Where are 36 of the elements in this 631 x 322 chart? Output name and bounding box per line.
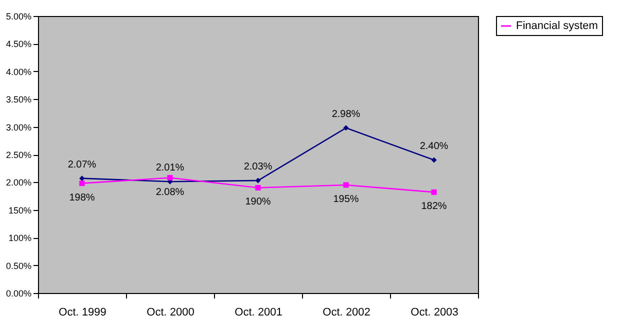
- data-label: 190%: [245, 196, 271, 208]
- y-tick-label: 3.50%: [6, 94, 32, 105]
- point: [79, 180, 85, 186]
- legend-label: Financial system: [516, 20, 598, 32]
- x-tick-label: Oct. 2000: [146, 306, 194, 318]
- data-label: 198%: [69, 192, 95, 204]
- y-tick-label: 3.00%: [6, 122, 32, 132]
- point: [431, 189, 437, 195]
- data-label: 2.40%: [420, 141, 448, 152]
- point: [255, 178, 261, 184]
- data-label: 195%: [333, 194, 359, 205]
- y-tick-label: 100%: [8, 233, 32, 244]
- point: [255, 185, 261, 190]
- y-tick-label: 0.00%: [6, 288, 32, 298]
- y-tick-label: 4.50%: [6, 39, 32, 50]
- data-label: 2.03%: [244, 162, 272, 173]
- x-tick-label: Oct. 1999: [58, 306, 106, 318]
- y-tick-label: 2.00%: [6, 178, 32, 188]
- x-tick-label: Oct. 2003: [410, 306, 458, 318]
- y-tick-label: 4.00%: [6, 66, 32, 77]
- point: [431, 157, 437, 163]
- data-label: 2.08%: [156, 186, 184, 198]
- y-tick-label: 0.50%: [6, 260, 32, 271]
- y-tick-label: 5.00%: [6, 12, 32, 22]
- y-tick-label: 150%: [8, 205, 32, 216]
- point: [79, 176, 85, 182]
- point: [343, 182, 349, 188]
- point: [167, 175, 173, 181]
- x-tick-label: Oct. 2001: [234, 306, 282, 318]
- point: [343, 125, 349, 131]
- y-tick-label: 2.50%: [6, 150, 32, 160]
- data-label: 2.01%: [156, 162, 184, 174]
- data-label: 2.98%: [332, 108, 360, 120]
- data-label: 182%: [421, 201, 447, 212]
- data-label: 2.07%: [68, 159, 96, 170]
- x-tick-label: Oct. 2002: [322, 306, 370, 318]
